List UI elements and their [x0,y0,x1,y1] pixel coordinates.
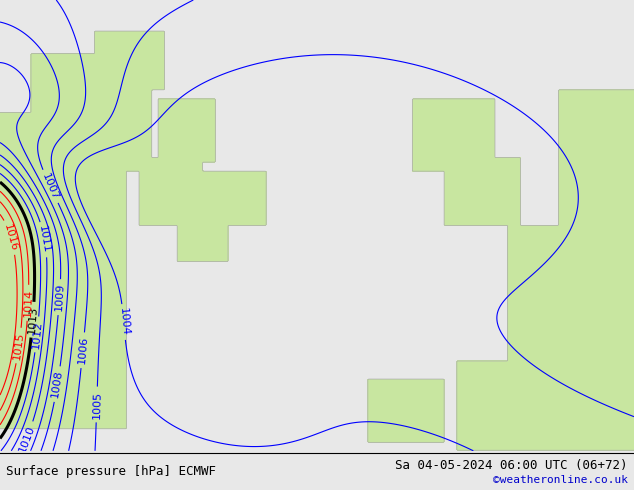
Text: 1010: 1010 [17,423,36,453]
Text: 1008: 1008 [50,369,65,399]
Text: 1004: 1004 [117,308,130,337]
Text: 1011: 1011 [37,225,52,254]
Text: Surface pressure [hPa] ECMWF: Surface pressure [hPa] ECMWF [6,465,216,478]
Text: 1014: 1014 [23,289,34,317]
Text: Sa 04-05-2024 06:00 UTC (06+72): Sa 04-05-2024 06:00 UTC (06+72) [395,459,628,472]
Text: 1009: 1009 [54,283,65,312]
Text: 1013: 1013 [27,305,39,334]
Text: 1006: 1006 [77,336,89,365]
Text: 1005: 1005 [91,391,102,418]
Text: 1012: 1012 [30,320,44,349]
Text: 1015: 1015 [12,331,26,360]
Text: 1016: 1016 [2,222,20,252]
Text: ©weatheronline.co.uk: ©weatheronline.co.uk [493,475,628,485]
Text: 1007: 1007 [40,172,60,201]
